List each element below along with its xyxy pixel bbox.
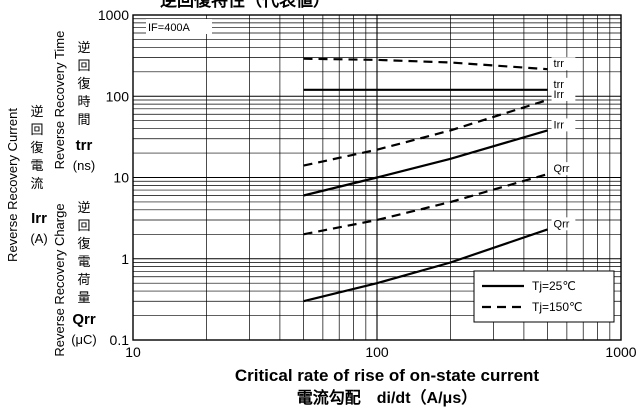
- ylabel-unit-trr: (ns): [73, 158, 95, 173]
- ylabel-en-qrr: Reverse Recovery Charge: [52, 203, 67, 356]
- annotation-bg: [551, 57, 576, 71]
- curve-label: Qrr: [554, 218, 570, 230]
- curve-label: Irr: [554, 119, 565, 131]
- curve-label: trr: [554, 58, 565, 70]
- ylabel-jp-qrr-char: 荷: [77, 272, 90, 287]
- ylabel-jp-irr-char: 回: [30, 122, 43, 137]
- curve-label: Irr: [554, 89, 565, 101]
- series-trr-tj150c: [303, 57, 548, 71]
- x-axis-labels: Critical rate of rise of on-state curren…: [235, 366, 540, 407]
- ylabel-jp-qrr-char: 逆: [77, 200, 90, 215]
- y-tick-label: 1: [121, 251, 129, 267]
- curve-label: Qrr: [554, 163, 570, 175]
- series-group: [303, 57, 548, 303]
- ylabel-jp-irr-char: 復: [30, 140, 43, 155]
- legend: Tj=25℃ Tj=150℃: [473, 270, 615, 323]
- y-tick-label: 100: [106, 88, 130, 104]
- legend-box: [473, 270, 615, 323]
- ylabel-jp-trr-char: 復: [77, 76, 90, 91]
- ylabel-jp-irr-char: 電: [30, 158, 43, 173]
- x-tick-label: 1000: [605, 344, 636, 360]
- ylabel-sym-irr: Irr: [31, 210, 47, 227]
- x-tick-label: 10: [125, 344, 141, 360]
- chart-title: 逆回復特性（代表値）: [160, 0, 330, 10]
- ylabel-en-trr: Reverse Recovery Time: [52, 31, 67, 170]
- curve-label: trr: [554, 79, 565, 91]
- x-tick-label: 100: [365, 344, 389, 360]
- ylabel-jp-qrr-char: 回: [77, 218, 90, 233]
- tick-labels: 10 100 1000 0.1 1 10 100 1000: [98, 7, 637, 360]
- ylabel-jp-trr-char: 時: [77, 94, 90, 109]
- legend-label: Tj=150℃: [532, 300, 583, 314]
- ylabel-unit-qrr: (μC): [71, 332, 97, 347]
- ylabel-sym-trr: trr: [76, 137, 93, 154]
- ylabel-unit-irr: (A): [30, 231, 47, 246]
- ylabel-jp-trr-char: 逆: [77, 40, 90, 55]
- ylabel-jp-trr-char: 間: [77, 112, 90, 127]
- condition-text: IF=400A: [148, 22, 191, 34]
- legend-label: Tj=25℃: [532, 279, 576, 293]
- y-tick-label: 10: [113, 170, 129, 186]
- x-axis-label-en: Critical rate of rise of on-state curren…: [235, 366, 540, 385]
- ylabel-jp-irr-char: 流: [30, 176, 43, 191]
- series-qrr-tj150c: [303, 173, 548, 236]
- annotation-bg: [551, 118, 576, 132]
- ylabel-jp-irr-char: 逆: [30, 104, 43, 119]
- ylabel-jp-trr-char: 回: [77, 58, 90, 73]
- annotation-bg: [551, 87, 576, 101]
- series-irr-tj25c: [303, 129, 548, 197]
- condition-bg: [146, 19, 212, 34]
- y-axis-labels: Reverse Recovery Current 逆回復電流Irr(A)Rever…: [5, 31, 97, 357]
- y-tick-label: 0.1: [110, 332, 130, 348]
- annotation-bg: [551, 77, 576, 91]
- ylabel-sym-qrr: Qrr: [72, 311, 96, 328]
- series-qrr-tj25c: [303, 228, 548, 303]
- ylabel-jp-qrr-char: 量: [77, 290, 90, 305]
- series-irr-tj150c: [303, 98, 548, 167]
- annotation-bg: [551, 217, 576, 231]
- ylabel-en-irr: Reverse Recovery Current: [5, 108, 20, 262]
- plot-frame: [132, 14, 622, 341]
- annotation-bg: [551, 162, 576, 176]
- y-tick-label: 1000: [98, 7, 129, 23]
- condition-label: IF=400A: [146, 19, 212, 34]
- ylabel-jp-qrr-char: 復: [77, 236, 90, 251]
- ylabel-jp-qrr-char: 電: [77, 254, 90, 269]
- x-axis-label-jp: 電流勾配 di/dt（A/μs）: [297, 388, 477, 407]
